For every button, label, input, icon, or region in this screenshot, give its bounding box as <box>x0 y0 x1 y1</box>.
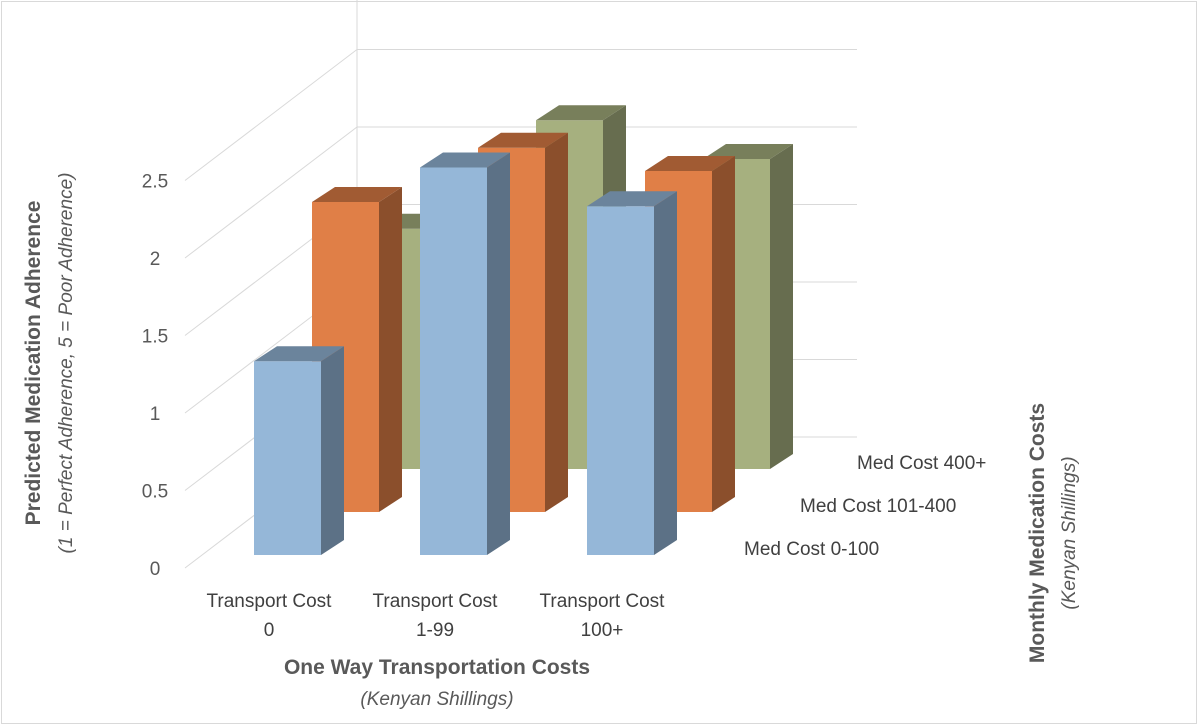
bar-top <box>587 191 677 207</box>
bar-med-cost-0-100-transport-cost-1-99 <box>420 152 510 555</box>
series-label-med-cost-101-400: Med Cost 101-400 <box>800 496 956 517</box>
bar-front <box>420 167 487 555</box>
category-label: Transport Cost <box>207 591 333 612</box>
y-axis-subtitle: (1 = Perfect Adherence, 5 = Poor Adheren… <box>56 173 77 554</box>
y-tick-label: 1.5 <box>142 327 168 348</box>
x-axis-title: One Way Transportation Costs <box>284 656 590 679</box>
category-labels: Transport Cost 0 Transport Cost 1-99 Transpo… <box>207 591 666 641</box>
bar-side <box>321 346 344 555</box>
series-depth-labels: Med Cost 0-100 Med Cost 101-400 Med Cost 4… <box>744 453 986 560</box>
y-tick-labels: 0 0.5 1 1.5 2 2.5 <box>142 172 168 581</box>
category-label: 100+ <box>581 620 624 641</box>
depth-axis-title: Monthly Medication Costs <box>1026 403 1049 663</box>
series-label-med-cost-400: Med Cost 400+ <box>857 453 986 474</box>
bar-side <box>712 156 735 512</box>
y-tick-label: 1 <box>150 404 161 425</box>
bar-top <box>536 105 626 121</box>
side-gridline <box>184 49 358 181</box>
bars <box>254 105 793 555</box>
bar-top <box>312 187 402 202</box>
bar-med-cost-0-100-transport-cost-100 <box>587 191 677 555</box>
bar-top <box>478 132 568 148</box>
bar-side <box>487 152 510 555</box>
bar-med-cost-0-100-transport-cost-0 <box>254 346 344 555</box>
bar-side <box>654 191 677 555</box>
side-gridline <box>184 126 358 259</box>
y-tick-label: 2 <box>150 249 161 270</box>
bar-side <box>545 132 568 512</box>
bar-top <box>645 156 735 171</box>
bar-side <box>379 187 402 512</box>
bar-side <box>770 144 793 469</box>
x-axis-subtitle: (Kenyan Shillings) <box>360 689 513 710</box>
y-tick-label: 0 <box>150 559 161 580</box>
bar-front <box>587 206 654 555</box>
category-label: 0 <box>264 620 275 641</box>
category-label: 1-99 <box>416 620 454 641</box>
category-label: Transport Cost <box>373 591 499 612</box>
bar-top <box>254 346 344 362</box>
category-label: Transport Cost <box>540 591 666 612</box>
series-label-med-cost-0-100: Med Cost 0-100 <box>744 539 879 560</box>
y-tick-label: 0.5 <box>142 482 168 503</box>
depth-axis-subtitle: (Kenyan Shillings) <box>1059 456 1080 609</box>
bar-med-cost-101-400-transport-cost-0 <box>312 187 402 512</box>
y-axis-title: Predicted Medication Adherence <box>22 201 45 526</box>
y-tick-label: 2.5 <box>142 172 168 193</box>
bar-top <box>420 152 510 168</box>
bar-front <box>254 361 321 555</box>
bar-top <box>703 144 793 159</box>
